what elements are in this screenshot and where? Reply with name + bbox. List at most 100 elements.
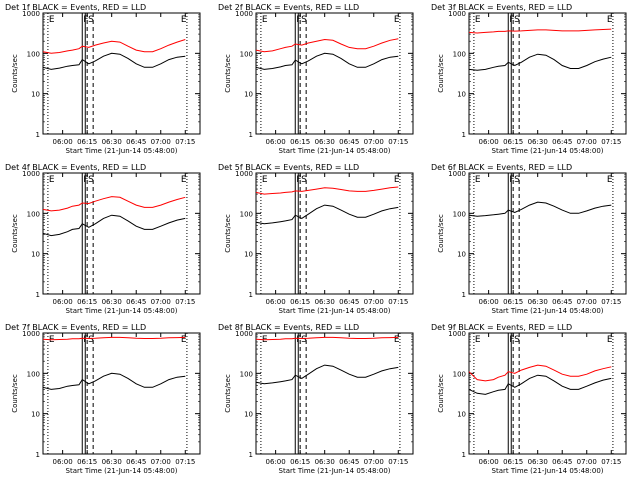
series-line-events <box>255 204 399 225</box>
x-tick-label: 06:45 <box>552 138 572 146</box>
x-tick-label: 06:00 <box>53 138 73 146</box>
x-tick-label: 07:15 <box>601 298 621 306</box>
x-tick-label: 07:00 <box>577 138 597 146</box>
series-line-lld <box>255 38 399 53</box>
marker-label: E <box>394 15 400 25</box>
y-tick-label: 1 <box>462 291 466 299</box>
marker-label: S <box>88 335 94 345</box>
marker-label: E <box>181 175 187 185</box>
plot-frame <box>468 332 627 455</box>
x-tick-label: 07:15 <box>388 138 408 146</box>
x-tick-label: 07:00 <box>577 458 597 466</box>
y-tick-label: 1 <box>36 131 40 139</box>
y-axis-label: Counts/sec <box>11 214 19 253</box>
y-tick-label: 10 <box>31 91 40 99</box>
series-line-lld <box>468 28 612 34</box>
plot-frame <box>468 172 627 295</box>
series-line-events <box>468 201 612 217</box>
x-tick-label: 06:00 <box>266 458 286 466</box>
x-tick-label: 06:30 <box>315 138 335 146</box>
series-line-events <box>42 214 186 237</box>
marker-label: E <box>607 15 613 25</box>
y-tick-label: 1 <box>36 451 40 459</box>
x-tick-label: 06:15 <box>503 458 523 466</box>
x-tick-label: 07:00 <box>364 138 384 146</box>
plot-frame <box>42 332 201 455</box>
x-tick-label: 06:30 <box>102 298 122 306</box>
y-axis-label: Counts/sec <box>11 374 19 413</box>
y-tick-label: 1 <box>462 451 466 459</box>
y-tick-label: 1 <box>462 131 466 139</box>
x-tick-label: 06:15 <box>290 138 310 146</box>
x-tick-label: 06:00 <box>53 458 73 466</box>
chart-panel-8: Det 8f BLACK = Events, RED = LLD 1 10 100 10… <box>218 323 414 475</box>
y-tick-label: 100 <box>27 50 40 58</box>
x-tick-label: 06:15 <box>77 298 97 306</box>
x-tick-label: 06:15 <box>290 458 310 466</box>
marker-label: F <box>509 15 514 25</box>
marker-label: S <box>301 175 307 185</box>
series-line-events <box>468 374 612 395</box>
y-tick-label: 1 <box>249 451 253 459</box>
y-tick-label: 10 <box>457 91 466 99</box>
y-tick-label: 10 <box>31 411 40 419</box>
x-tick-label: 06:45 <box>339 298 359 306</box>
chart-title: Det 6f BLACK = Events, RED = LLD <box>431 163 572 172</box>
chart-panel-2: Det 2f BLACK = Events, RED = LLD 1 10 100 10… <box>218 3 414 155</box>
plot-frame <box>42 12 201 135</box>
series-line-lld <box>42 39 186 54</box>
y-axis-label: Counts/sec <box>224 374 232 413</box>
marker-label: E <box>607 335 613 345</box>
y-tick-label: 1000 <box>235 330 253 338</box>
x-axis-label: Start Time (21-Jun-14 05:48:00) <box>492 307 604 315</box>
x-axis-label: Start Time (21-Jun-14 05:48:00) <box>279 147 391 155</box>
marker-label: E <box>262 15 268 25</box>
y-tick-label: 1000 <box>22 170 40 178</box>
marker-label: S <box>514 175 520 185</box>
series-line-events <box>255 364 399 385</box>
series-line-lld <box>255 336 399 341</box>
chart-title: Det 9f BLACK = Events, RED = LLD <box>431 323 572 332</box>
x-tick-label: 07:00 <box>577 298 597 306</box>
y-tick-label: 100 <box>453 210 466 218</box>
x-tick-label: 07:00 <box>151 138 171 146</box>
series-line-events <box>468 53 612 71</box>
marker-label: F <box>509 175 514 185</box>
chart-panel-4: Det 4f BLACK = Events, RED = LLD 1 10 100 10… <box>5 163 201 315</box>
marker-label: E <box>394 175 400 185</box>
y-axis-label: Counts/sec <box>11 54 19 93</box>
x-tick-label: 07:00 <box>151 458 171 466</box>
x-tick-label: 06:30 <box>315 298 335 306</box>
x-tick-label: 06:00 <box>53 298 73 306</box>
marker-label: F <box>296 175 301 185</box>
x-axis-label: Start Time (21-Jun-14 05:48:00) <box>492 467 604 475</box>
y-tick-label: 100 <box>453 50 466 58</box>
marker-label: E <box>607 175 613 185</box>
y-tick-label: 1 <box>249 291 253 299</box>
x-tick-label: 06:00 <box>479 298 499 306</box>
marker-label: E <box>394 335 400 345</box>
x-tick-label: 07:15 <box>388 458 408 466</box>
marker-label: E <box>475 335 481 345</box>
y-tick-label: 1000 <box>448 10 466 18</box>
plot-frame <box>255 12 414 135</box>
marker-label: F <box>83 15 88 25</box>
chart-panel-6: Det 6f BLACK = Events, RED = LLD 1 10 100 10… <box>431 163 627 315</box>
plot-frame <box>42 172 201 295</box>
x-tick-label: 07:00 <box>364 458 384 466</box>
x-tick-label: 06:45 <box>552 298 572 306</box>
x-tick-label: 06:15 <box>77 138 97 146</box>
y-tick-label: 10 <box>457 411 466 419</box>
marker-label: S <box>514 15 520 25</box>
x-tick-label: 06:30 <box>528 298 548 306</box>
marker-label: S <box>88 15 94 25</box>
x-tick-label: 06:30 <box>102 138 122 146</box>
series-line-events <box>42 52 186 70</box>
marker-label: E <box>475 175 481 185</box>
x-tick-label: 06:45 <box>339 458 359 466</box>
y-tick-label: 100 <box>240 210 253 218</box>
plot-frame <box>468 12 627 135</box>
y-tick-label: 1000 <box>235 10 253 18</box>
marker-label: S <box>301 335 307 345</box>
x-tick-label: 06:00 <box>266 138 286 146</box>
